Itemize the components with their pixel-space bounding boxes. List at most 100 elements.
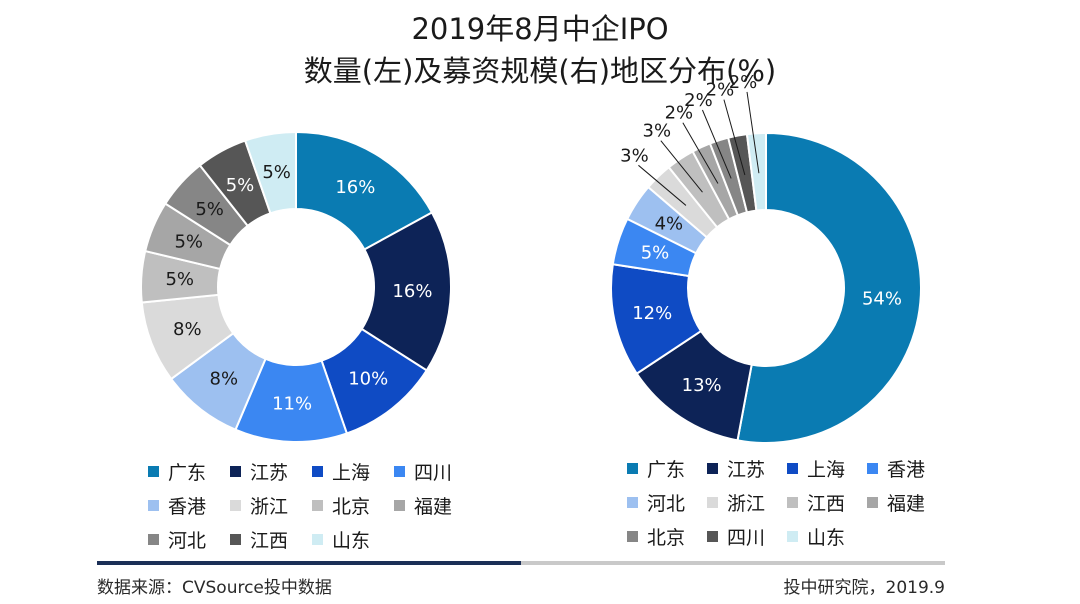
legend2-swatch-3 [787,463,798,474]
donut2-label-5: 4% [655,214,684,235]
legend2-item-7: 江西 [787,489,845,516]
legend1-label-7: 北京 [332,496,371,518]
legend1-swatch-10 [230,534,241,545]
donut2-label-8: 2% [665,103,694,124]
legend2-swatch-7 [787,497,798,508]
legend1-swatch-1 [148,466,159,477]
legend1-item-11: 山东 [312,526,370,553]
donut2-label-4: 5% [641,243,670,264]
legend2-swatch-1 [627,463,638,474]
legend1-swatch-9 [148,534,159,545]
legend1-item-2: 江苏 [230,458,288,485]
donut2-label-3: 12% [632,303,672,324]
donut1-label-5: 8% [210,368,239,389]
legend1-label-4: 四川 [414,462,453,484]
credit: 投中研究院，2019.9 [783,578,945,598]
legend2-item-11: 山东 [787,523,845,550]
donut2-label-11: 2% [729,72,758,93]
legend1-swatch-8 [394,500,405,511]
legend2-label-4: 香港 [887,459,926,481]
donut1-label-4: 11% [272,393,312,414]
footer-divider-light [521,561,945,565]
legend1-item-8: 福建 [394,492,452,519]
donut2-label-10: 2% [706,80,735,101]
donut2-leader-6 [638,164,687,206]
legend2-item-8: 福建 [867,489,925,516]
legend1-swatch-3 [312,466,323,477]
legend1-swatch-2 [230,466,241,477]
donut2-label-7: 3% [643,121,672,142]
legend2-swatch-8 [867,497,878,508]
legend1-item-9: 河北 [148,526,206,553]
donut1-label-1: 16% [335,177,375,198]
donut2-label-9: 2% [684,90,713,111]
legend2-item-6: 浙江 [707,489,765,516]
legend2-item-2: 江苏 [707,455,765,482]
donut2-leader-11 [746,91,760,174]
legend1-label-3: 上海 [332,462,371,484]
legend1-swatch-6 [230,500,241,511]
legend2-swatch-2 [707,463,718,474]
donut1-label-6: 8% [173,319,202,340]
donut2-leader-9 [701,109,732,179]
donut1-label-3: 10% [348,368,388,389]
legend1-item-10: 江西 [230,526,288,553]
legend2-item-9: 北京 [627,523,685,550]
legend1-label-10: 江西 [250,530,289,552]
legend1-swatch-5 [148,500,159,511]
donut1-slice-11 [243,130,297,215]
donut2-label-2: 13% [682,375,722,396]
donut2-label-6: 3% [620,145,649,166]
legend1-label-5: 香港 [168,496,207,518]
legend1-swatch-11 [312,534,323,545]
donut1-label-10: 5% [226,175,255,196]
legend2-label-9: 北京 [647,527,686,549]
legend1-item-6: 浙江 [230,492,288,519]
legend1-item-1: 广东 [148,458,206,485]
donut2-leader-10 [723,99,746,176]
legend2-label-6: 浙江 [727,493,766,515]
legend1-swatch-7 [312,500,323,511]
legend2-label-1: 广东 [647,459,686,481]
legend1-item-5: 香港 [148,492,206,519]
legend2-swatch-11 [787,531,798,542]
legend2-label-10: 四川 [727,527,766,549]
legend1-label-9: 河北 [168,530,207,552]
donut1-label-11: 5% [262,162,291,183]
legend2-item-3: 上海 [787,455,845,482]
legend1-item-4: 四川 [394,458,452,485]
legend2-item-1: 广东 [627,455,685,482]
legend1-item-7: 北京 [312,492,370,519]
donut1-label-9: 5% [195,199,224,220]
legend2-label-7: 江西 [807,493,846,515]
donut2-leader-7 [660,140,703,193]
legend1-label-1: 广东 [168,462,207,484]
legend2-swatch-9 [627,531,638,542]
legend2-label-8: 福建 [887,493,926,515]
legend2-label-11: 山东 [807,527,846,549]
donut1-label-8: 5% [174,232,203,253]
legend2-swatch-4 [867,463,878,474]
donut1-label-7: 5% [165,269,194,290]
footer-divider-dark [97,561,521,565]
legend2-swatch-6 [707,497,718,508]
legend2-item-4: 香港 [867,455,925,482]
legend2-label-2: 江苏 [727,459,766,481]
legend2-item-5: 河北 [627,489,685,516]
legend1-label-2: 江苏 [250,462,289,484]
donut1-label-2: 16% [392,281,432,302]
donut2-label-1: 54% [862,289,902,310]
legend1-item-3: 上海 [312,458,370,485]
legend2-label-5: 河北 [647,493,686,515]
chart-title-line2: 数量(左)及募资规模(右)地区分布(%) [303,54,777,88]
legend2-label-3: 上海 [807,459,846,481]
donut2-leader-8 [682,122,719,184]
legend1-swatch-4 [394,466,405,477]
legend2-item-10: 四川 [707,523,765,550]
data-source: 数据来源：CVSource投中数据 [97,578,332,598]
legend1-label-11: 山东 [332,530,371,552]
legend1-label-6: 浙江 [250,496,289,518]
chart-title-line1: 2019年8月中企IPO [411,12,669,46]
legend2-swatch-5 [627,497,638,508]
